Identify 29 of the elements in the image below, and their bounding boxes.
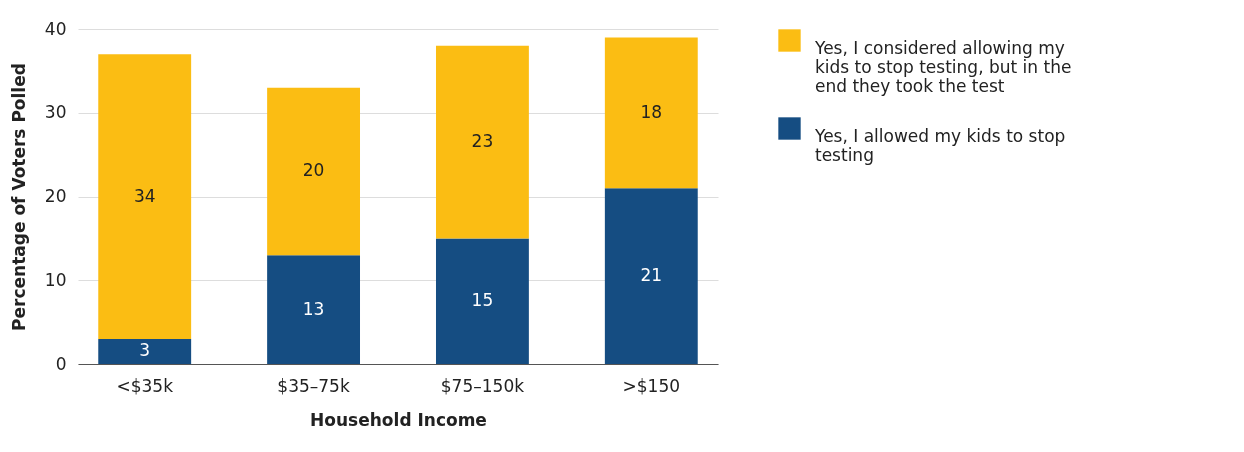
y-tick-label: 40 bbox=[44, 18, 67, 39]
bar bbox=[435, 238, 529, 364]
data-label: 15 bbox=[471, 290, 494, 311]
y-tick-label: 30 bbox=[44, 102, 67, 123]
y-tick-label: 20 bbox=[44, 186, 67, 206]
x-axis-title: Household Income bbox=[310, 409, 487, 430]
bar bbox=[435, 45, 529, 239]
data-label: 34 bbox=[133, 185, 156, 206]
bar bbox=[98, 338, 192, 364]
x-tick-label: $75–150k bbox=[440, 375, 525, 396]
y-axis-title: Percentage of Voters Polled bbox=[8, 63, 29, 331]
y-tick-label: 10 bbox=[44, 269, 67, 290]
legend-label: Yes, I allowed my kids to stop testing bbox=[814, 125, 1066, 165]
bar bbox=[267, 87, 361, 256]
y-tick-label: 0 bbox=[55, 353, 67, 374]
x-tick-label: >$150 bbox=[622, 375, 681, 396]
data-label: 21 bbox=[640, 265, 663, 286]
bar bbox=[98, 54, 192, 339]
data-label: 3 bbox=[139, 340, 151, 361]
data-label: 13 bbox=[302, 298, 325, 319]
bar bbox=[604, 37, 698, 189]
x-tick-label: $35–75k bbox=[277, 375, 350, 396]
bar bbox=[604, 188, 698, 364]
x-tick-label: <$35k bbox=[116, 375, 174, 396]
data-label: 18 bbox=[640, 101, 663, 122]
bar bbox=[267, 255, 361, 364]
data-label: 20 bbox=[302, 160, 325, 181]
legend-label: Yes, I considered allowing my kids to stop testing, but in the end they took the test bbox=[814, 37, 1072, 96]
data-label: 23 bbox=[471, 131, 494, 152]
